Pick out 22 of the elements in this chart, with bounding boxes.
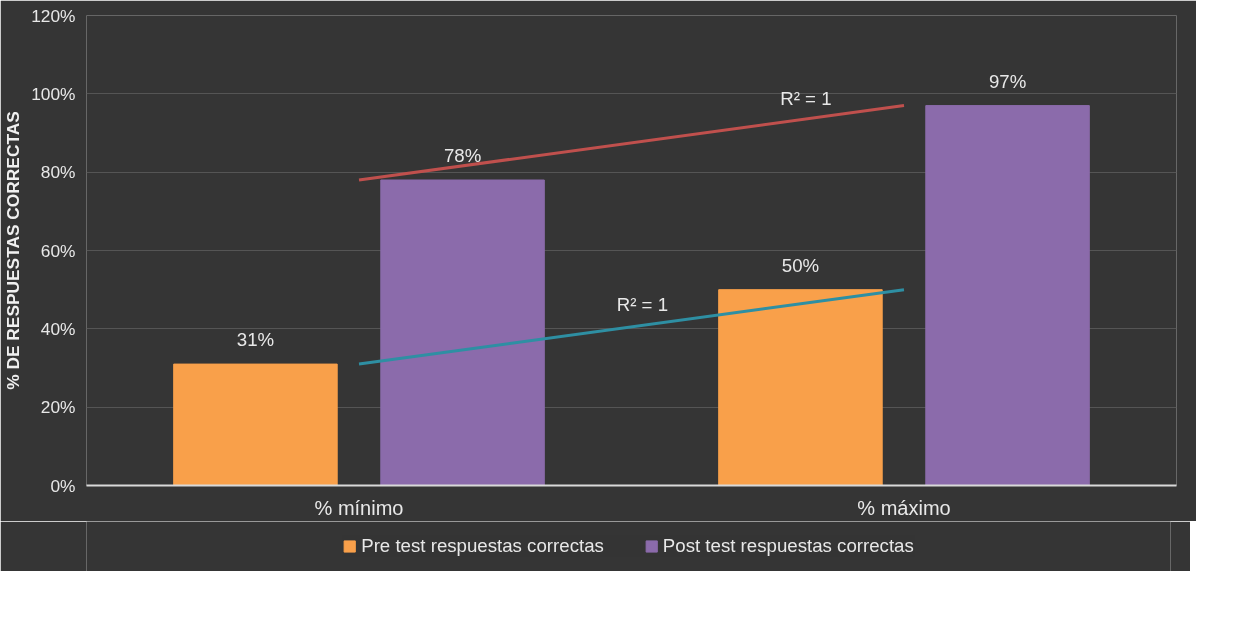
y-tick-label: 40% [40,318,76,339]
legend-label: Post test respuestas correctas [662,535,914,557]
data-label: 50% [781,254,820,276]
y-tick-label: 100% [31,83,76,104]
y-tick-label: 120% [31,5,76,26]
y-tick-label: 80% [40,162,76,183]
data-label: 78% [443,145,482,166]
x-tick-label: % mínimo [314,496,404,519]
bar [380,179,545,486]
annotation: R² = 1 [616,294,669,316]
bar [173,363,338,486]
data-label: 97% [988,70,1027,92]
data-label: 31% [236,329,275,351]
y-tick-label: 20% [40,397,76,418]
legend-label: Pre test respuestas correctas [361,535,604,557]
bar [718,289,883,486]
y-tick-label: 60% [40,240,76,261]
y-axis-title: % DE RESPUESTAS CORRECTAS [3,111,24,390]
x-tick-label: % máximo [857,496,951,519]
y-tick-label: 0% [50,475,76,496]
annotation: R² = 1 [780,87,832,109]
bar [925,105,1090,486]
